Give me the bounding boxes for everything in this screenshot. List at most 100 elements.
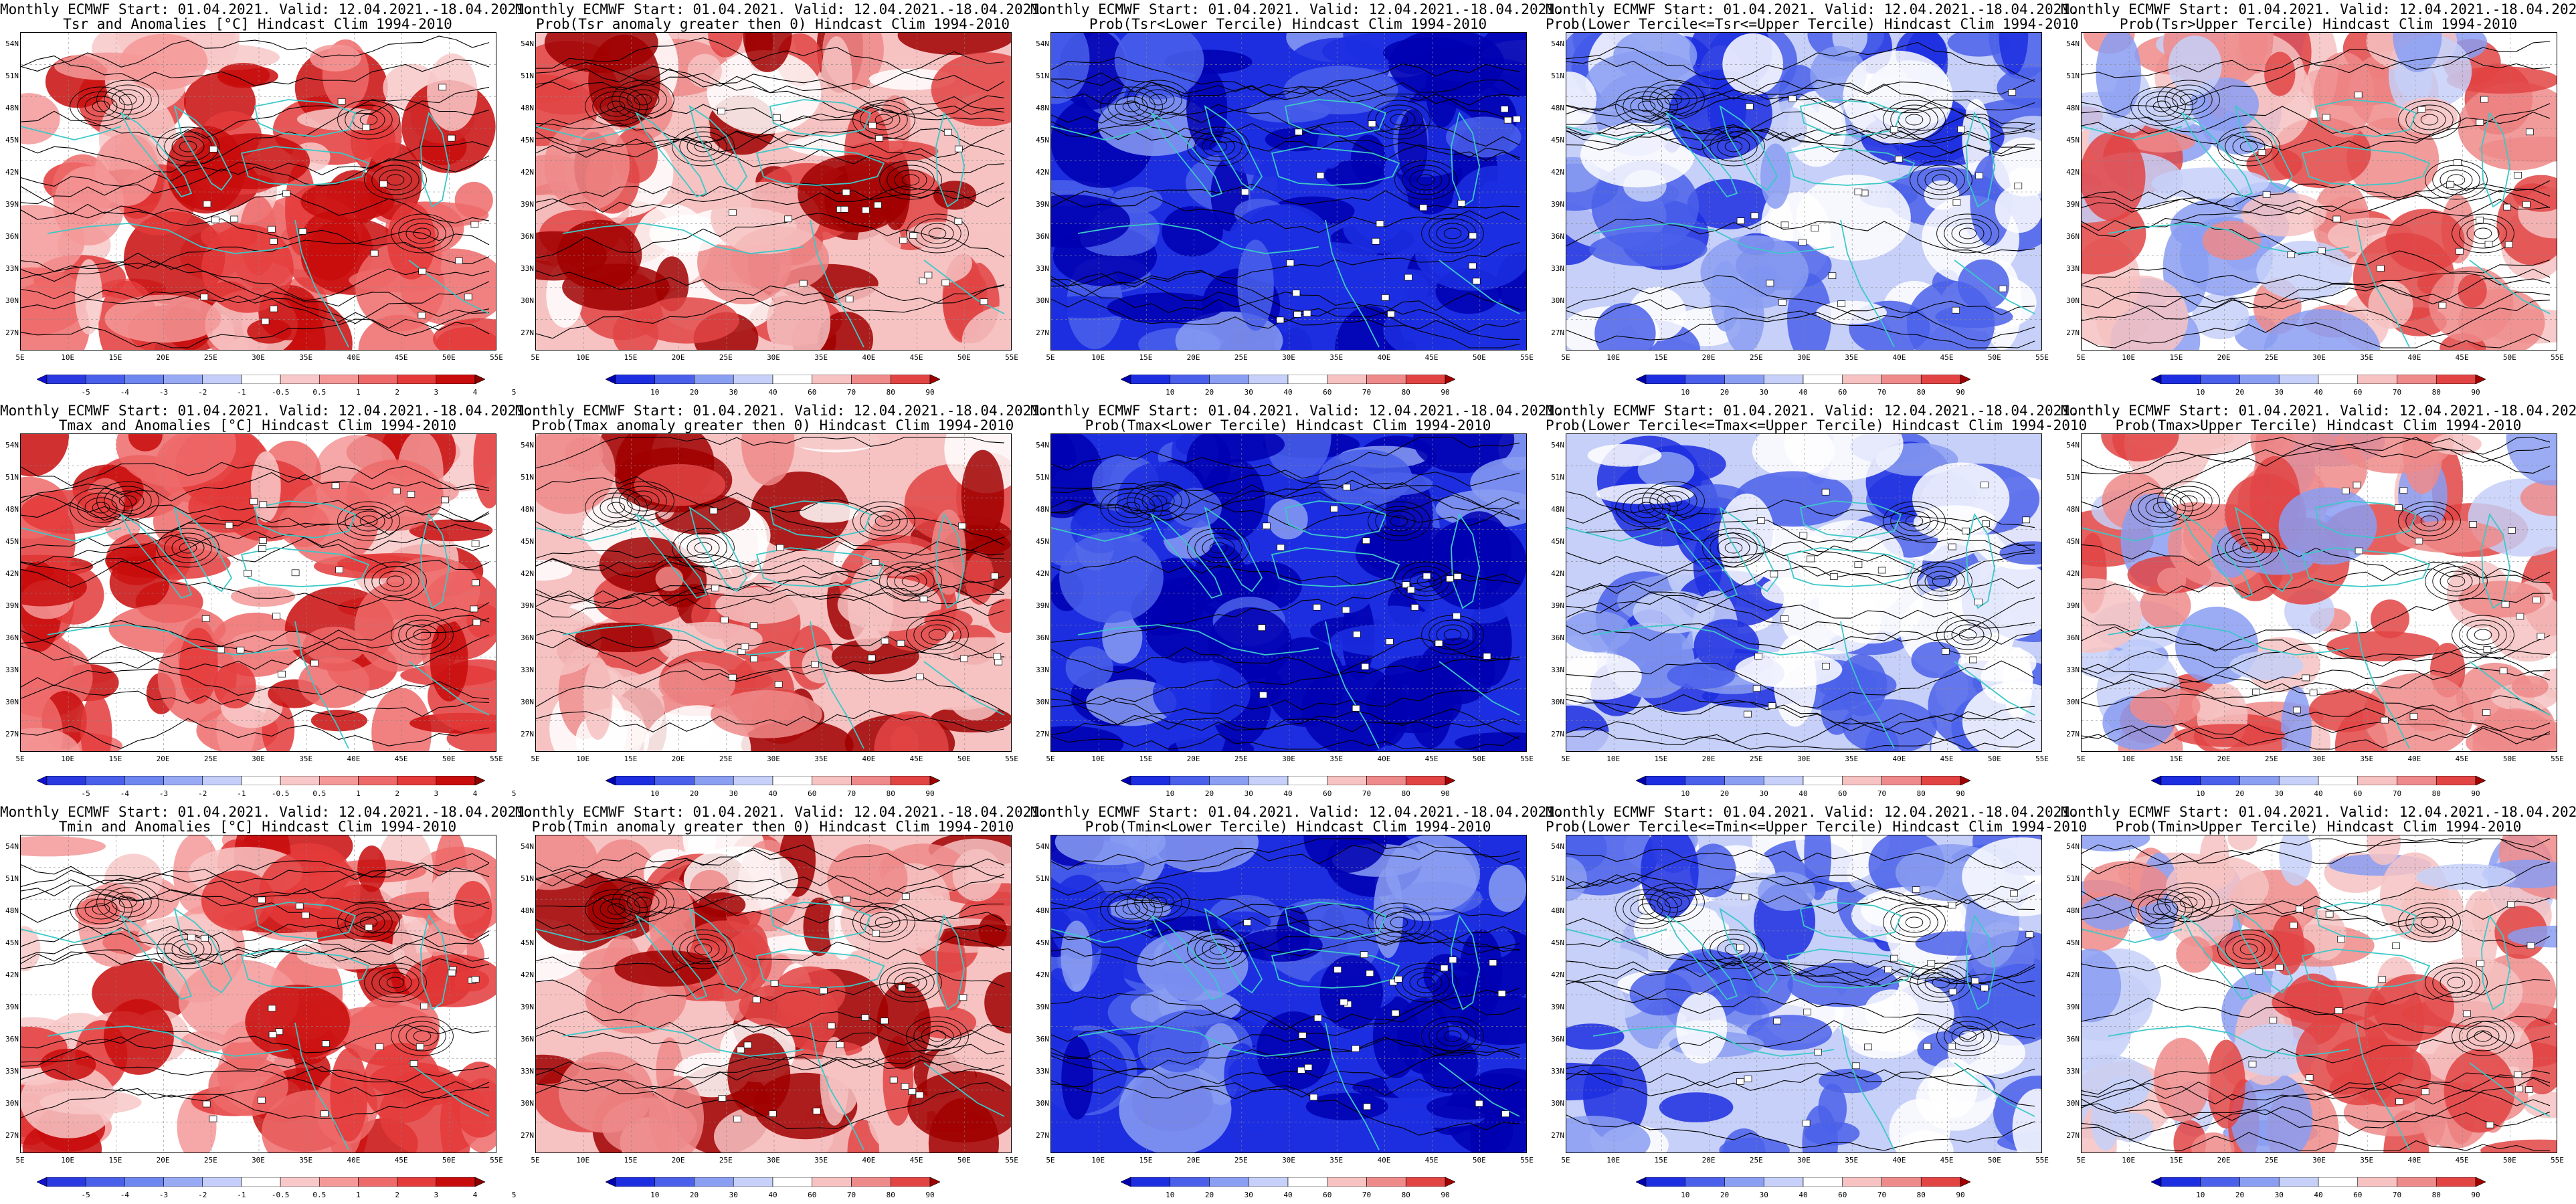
colorbar-label: 60 [1838,1191,1847,1199]
colorbar-label: 90 [1441,789,1450,798]
panel-title: Monthly ECMWF Start: 01.04.2021. Valid: … [0,1,533,17]
colorbar-label: 70 [1877,1191,1887,1199]
lat-label: 51N [5,473,19,482]
lon-label: 25E [719,353,733,362]
colorbar-label: 90 [2471,1191,2480,1199]
lon-label: 20E [671,1156,685,1165]
panel-title: Monthly ECMWF Start: 01.04.2021. Valid: … [515,804,1048,820]
lat-label: 36N [1551,633,1564,642]
lat-label: 51N [2066,473,2080,482]
colorbar-label: 10 [650,789,660,798]
lon-label: 45E [2455,1156,2469,1165]
map-panel: Monthly ECMWF Start: 01.04.2021. Valid: … [515,401,1048,803]
lat-label: 27N [5,730,19,738]
colorbar-label: 40 [1283,1191,1293,1199]
colorbar-label: 80 [1916,388,1926,397]
colorbar-label: 20 [689,1191,699,1199]
map-area [1566,835,2042,1153]
map-area [1050,32,1527,350]
colorbar-label: 10 [1681,1191,1690,1199]
lon-label: 45E [2455,353,2469,362]
lat-label: 30N [1036,698,1049,706]
lat-label: 42N [521,168,534,177]
lon-label: 10E [1091,1156,1105,1165]
lon-label: 20E [156,755,170,763]
colorbar [37,776,485,785]
lon-label: 20E [1186,755,1200,763]
colorbar-label: 90 [1956,1191,1965,1199]
map-field [1566,33,2041,350]
lon-label: 40E [347,1156,361,1165]
lat-label: 45N [5,938,19,947]
colorbar-label: 4 [472,1191,478,1199]
lat-label: 42N [1551,971,1564,979]
colorbar-label: 60 [2353,789,2363,798]
lat-label: 45N [521,537,534,546]
lon-label: 40E [1377,755,1391,763]
lon-label: 25E [2264,353,2278,362]
panel-subtitle: Prob(Lower Tercile<=Tsr<=Upper Tercile) … [1546,16,2079,32]
lat-label: 36N [521,232,534,241]
panel-title: Monthly ECMWF Start: 01.04.2021. Valid: … [1030,804,1564,820]
lon-label: 40E [862,755,876,763]
colorbar-label: 70 [1362,1191,1372,1199]
lon-label: 10E [576,755,590,763]
lat-label: 27N [2066,730,2080,738]
lon-label: 10E [576,353,590,362]
lon-label: 20E [2217,755,2231,763]
lon-label: 40E [347,353,361,362]
colorbar-label: 70 [1362,388,1372,397]
map-area [535,32,1012,350]
lon-label: 55E [490,353,503,362]
lon-label: 50E [1472,755,1486,763]
colorbar-label: 70 [846,388,856,397]
colorbar-label: 2 [395,789,399,798]
lat-label: 54N [521,842,534,851]
lat-label: 36N [1036,232,1049,241]
lat-label: 36N [1551,1035,1564,1043]
colorbar [37,1177,485,1187]
lon-label: 5E [1561,353,1570,362]
lon-label: 35E [299,353,313,362]
lon-label: 45E [394,353,408,362]
lon-label: 5E [1046,353,1055,362]
colorbar-label: 80 [1401,1191,1410,1199]
lon-label: 30E [767,1156,780,1165]
lon-label: 40E [1892,755,1906,763]
map-area [535,835,1012,1153]
lat-label: 30N [1036,1099,1049,1108]
lon-label: 5E [1561,1156,1570,1165]
colorbar-label: 30 [2274,388,2284,397]
colorbar-label: 60 [2353,388,2363,397]
lat-label: 54N [1551,842,1564,851]
lon-label: 15E [1139,1156,1153,1165]
colorbar-label: 20 [689,388,699,397]
lon-label: 30E [2312,353,2326,362]
lat-label: 30N [2066,698,2080,706]
colorbar-label: 90 [2471,789,2480,798]
lon-label: 15E [1654,1156,1668,1165]
lat-label: 54N [1551,441,1564,449]
colorbar-label: 0.5 [312,1191,327,1199]
colorbar [1636,1177,1970,1187]
lat-label: 36N [1036,633,1049,642]
panel-title: Monthly ECMWF Start: 01.04.2021. Valid: … [2061,804,2576,820]
lon-label: 5E [531,353,540,362]
lon-label: 50E [957,755,971,763]
lat-label: 45N [2066,537,2080,546]
colorbar-label: -5 [81,1191,90,1199]
colorbar-label: 10 [1681,789,1690,798]
lon-label: 45E [1940,755,1954,763]
lat-label: 51N [1551,473,1564,482]
lon-label: 20E [1701,353,1716,362]
lat-label: 33N [1551,1067,1564,1076]
lon-label: 10E [2122,1156,2136,1165]
lat-label: 36N [1036,1035,1049,1043]
lon-label: 35E [1329,755,1344,763]
lat-label: 39N [1551,601,1564,610]
colorbar-label: 20 [1204,1191,1214,1199]
colorbar-label: 90 [1956,789,1965,798]
map-panel: Monthly ECMWF Start: 01.04.2021. Valid: … [2061,0,2576,401]
lat-label: 33N [1036,666,1049,674]
lat-label: 36N [2066,1035,2080,1043]
